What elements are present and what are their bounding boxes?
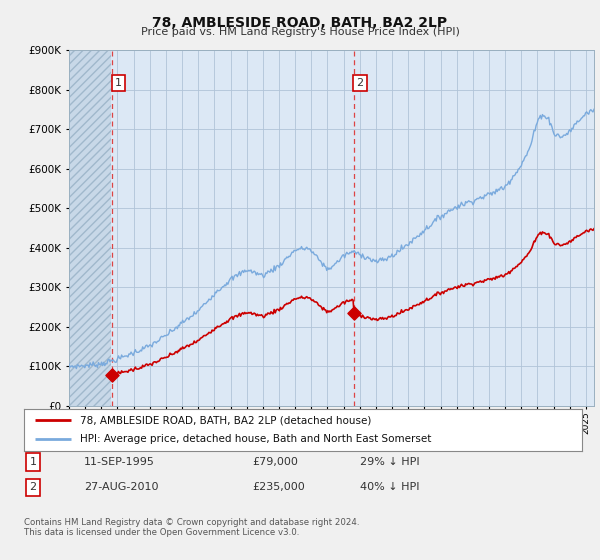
Text: 29% ↓ HPI: 29% ↓ HPI bbox=[360, 457, 419, 467]
Text: 78, AMBLESIDE ROAD, BATH, BA2 2LP (detached house): 78, AMBLESIDE ROAD, BATH, BA2 2LP (detac… bbox=[80, 415, 371, 425]
Text: HPI: Average price, detached house, Bath and North East Somerset: HPI: Average price, detached house, Bath… bbox=[80, 435, 431, 445]
Text: 1: 1 bbox=[29, 457, 37, 467]
Text: 27-AUG-2010: 27-AUG-2010 bbox=[84, 482, 158, 492]
Text: 1: 1 bbox=[115, 78, 122, 88]
Text: 40% ↓ HPI: 40% ↓ HPI bbox=[360, 482, 419, 492]
Point bbox=[107, 370, 117, 379]
Text: 78, AMBLESIDE ROAD, BATH, BA2 2LP: 78, AMBLESIDE ROAD, BATH, BA2 2LP bbox=[152, 16, 448, 30]
Text: 2: 2 bbox=[29, 482, 37, 492]
Text: 11-SEP-1995: 11-SEP-1995 bbox=[84, 457, 155, 467]
Text: £79,000: £79,000 bbox=[252, 457, 298, 467]
Text: 2: 2 bbox=[356, 78, 364, 88]
Text: Contains HM Land Registry data © Crown copyright and database right 2024.
This d: Contains HM Land Registry data © Crown c… bbox=[24, 518, 359, 538]
Point bbox=[349, 309, 359, 318]
Text: Price paid vs. HM Land Registry's House Price Index (HPI): Price paid vs. HM Land Registry's House … bbox=[140, 27, 460, 37]
Text: £235,000: £235,000 bbox=[252, 482, 305, 492]
Bar bbox=[69, 50, 110, 406]
